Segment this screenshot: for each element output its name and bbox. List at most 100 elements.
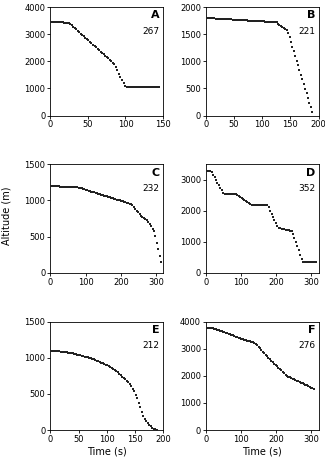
Point: [48, 347, 53, 354]
Point: [73, 184, 78, 191]
Point: [285, 226, 290, 234]
Text: B: B: [307, 10, 315, 20]
Point: [107, 194, 112, 201]
Point: [206, 167, 211, 175]
Point: [87, 354, 92, 362]
Point: [251, 17, 256, 24]
Point: [243, 197, 249, 204]
Point: [246, 17, 251, 24]
X-axis label: Time (s): Time (s): [242, 446, 282, 457]
Point: [150, 225, 155, 232]
Point: [55, 347, 60, 355]
Point: [103, 361, 109, 368]
Point: [263, 201, 268, 208]
Point: [151, 425, 157, 432]
Point: [103, 192, 108, 200]
Point: [216, 327, 221, 334]
Point: [265, 352, 270, 360]
Point: [139, 408, 145, 415]
Point: [301, 380, 306, 388]
Point: [75, 184, 80, 191]
Point: [309, 258, 314, 266]
Point: [133, 205, 138, 213]
Point: [253, 340, 258, 348]
Point: [276, 364, 281, 371]
Point: [285, 29, 291, 37]
Point: [249, 338, 254, 346]
Point: [144, 83, 149, 91]
Point: [133, 83, 138, 91]
Point: [296, 377, 301, 385]
Point: [138, 212, 144, 219]
Point: [296, 247, 301, 254]
Point: [262, 349, 267, 357]
Point: [72, 350, 77, 358]
Point: [274, 19, 279, 26]
Point: [263, 18, 268, 25]
Point: [310, 384, 315, 392]
Text: 267: 267: [143, 27, 160, 36]
Point: [56, 183, 61, 190]
Point: [223, 16, 228, 23]
Point: [120, 197, 125, 205]
Point: [141, 412, 146, 420]
Point: [96, 358, 101, 365]
Point: [135, 83, 140, 91]
Text: 212: 212: [143, 341, 160, 350]
Point: [268, 18, 273, 26]
Point: [260, 348, 266, 355]
Point: [84, 353, 89, 361]
Point: [52, 347, 58, 355]
Point: [306, 383, 311, 390]
Point: [277, 365, 282, 373]
Point: [99, 49, 105, 57]
Point: [58, 348, 63, 355]
Point: [279, 367, 284, 374]
Point: [246, 337, 251, 345]
Point: [51, 347, 56, 354]
Point: [312, 258, 317, 266]
Point: [95, 45, 100, 53]
Point: [213, 326, 218, 333]
Point: [289, 227, 294, 235]
Point: [126, 378, 131, 386]
Point: [60, 19, 65, 26]
Point: [79, 352, 84, 360]
Point: [147, 421, 152, 429]
Point: [49, 18, 55, 26]
Point: [226, 330, 231, 338]
Point: [219, 15, 224, 23]
Point: [258, 17, 264, 25]
Point: [280, 368, 285, 376]
Point: [293, 238, 298, 246]
Point: [292, 376, 297, 383]
Point: [205, 14, 210, 22]
Point: [84, 35, 90, 43]
Point: [311, 385, 317, 392]
Point: [108, 364, 113, 371]
Text: A: A: [151, 10, 160, 20]
Point: [222, 15, 227, 23]
Point: [226, 190, 231, 197]
Point: [278, 225, 283, 232]
Point: [225, 330, 230, 337]
Point: [253, 17, 258, 25]
Point: [107, 56, 112, 63]
Point: [113, 196, 118, 203]
Point: [92, 188, 97, 196]
Point: [57, 348, 62, 355]
Point: [289, 374, 294, 382]
Point: [146, 219, 151, 226]
Point: [225, 16, 230, 23]
Point: [97, 47, 102, 54]
Point: [109, 194, 114, 202]
Point: [136, 209, 141, 216]
Point: [145, 419, 150, 427]
Point: [111, 366, 116, 373]
Point: [242, 336, 247, 343]
Point: [250, 339, 255, 346]
Point: [291, 47, 296, 55]
Point: [264, 18, 269, 25]
Point: [73, 351, 79, 358]
Point: [217, 15, 223, 23]
